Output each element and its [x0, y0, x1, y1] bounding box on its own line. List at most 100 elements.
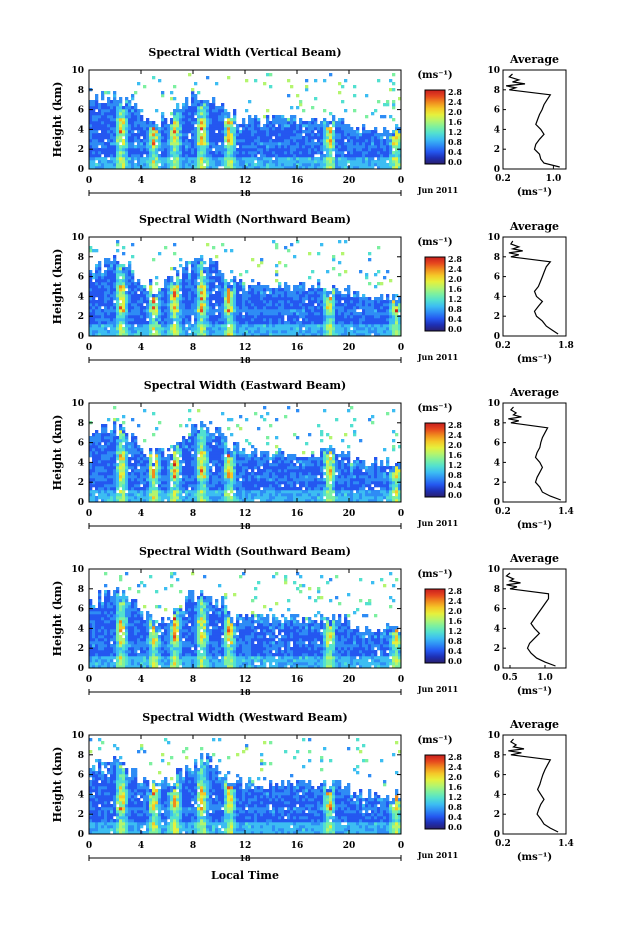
heatmap-cell	[188, 315, 192, 319]
heatmap-cell	[107, 460, 111, 464]
heatmap-cell	[332, 166, 336, 170]
heatmap-cell	[116, 448, 120, 452]
heatmap-cell	[197, 457, 201, 461]
heatmap-cell	[173, 115, 177, 119]
heatmap-cell	[134, 442, 138, 446]
heatmap-cell	[119, 442, 123, 446]
heatmap-cell	[299, 157, 303, 161]
heatmap-cell	[131, 255, 135, 259]
heatmap-cell	[110, 166, 114, 170]
heatmap-cell	[203, 445, 207, 449]
heatmap-cell	[170, 315, 174, 319]
heatmap-cell	[383, 145, 387, 149]
heatmap-cell	[167, 469, 171, 473]
heatmap-cell	[251, 312, 255, 316]
heatmap-cell	[173, 303, 177, 307]
heatmap-cell	[176, 115, 180, 119]
heatmap-cell	[95, 133, 99, 137]
heatmap-cell	[203, 112, 207, 116]
heatmap-cell	[221, 121, 225, 125]
heatmap-cell	[293, 327, 297, 331]
heatmap-cell	[227, 127, 231, 131]
heatmap-cell	[341, 318, 345, 322]
heatmap-cell	[203, 433, 207, 437]
heatmap-cell	[221, 442, 225, 446]
heatmap-cell	[194, 163, 198, 167]
heatmap-cell	[275, 133, 279, 137]
heatmap-cell	[317, 133, 321, 137]
heatmap-cell	[269, 330, 273, 334]
heatmap-cell	[188, 279, 192, 283]
heatmap-cell	[116, 454, 120, 458]
heatmap-cell	[332, 306, 336, 310]
heatmap-cell	[359, 166, 363, 170]
heatmap-cell	[200, 276, 204, 280]
heatmap-cell	[95, 327, 99, 331]
heatmap-cell	[107, 315, 111, 319]
heatmap-cell	[344, 297, 348, 301]
heatmap-cell	[269, 124, 273, 128]
y-tick-label: 0	[78, 332, 84, 342]
heatmap-cell	[137, 160, 141, 164]
heatmap-cell	[125, 493, 129, 497]
heatmap-cell	[278, 115, 282, 119]
heatmap-cell	[206, 166, 210, 170]
heatmap-cell	[221, 475, 225, 479]
heatmap-cell	[110, 142, 114, 146]
heatmap-cell	[215, 255, 219, 259]
heatmap-cell	[200, 445, 204, 449]
heatmap-cell	[251, 330, 255, 334]
heatmap-cell	[296, 142, 300, 146]
heatmap-cell	[257, 291, 261, 295]
heatmap-cell	[92, 297, 96, 301]
heatmap-cell	[149, 475, 153, 479]
heatmap-cell	[293, 306, 297, 310]
heatmap-cell	[320, 166, 324, 170]
heatmap-cell	[101, 106, 105, 110]
heatmap-cell	[323, 148, 327, 152]
heatmap-cell	[272, 163, 276, 167]
heatmap-cell	[113, 103, 117, 107]
heatmap-cell	[275, 154, 279, 158]
heatmap-cell	[311, 151, 315, 155]
heatmap-cell	[95, 439, 99, 443]
heatmap-cell	[302, 157, 306, 161]
heatmap-cell	[383, 154, 387, 158]
heatmap-cell	[188, 118, 192, 122]
heatmap-cell	[209, 276, 213, 280]
heatmap-cell	[134, 448, 138, 452]
heatmap-cell	[218, 430, 222, 434]
heatmap-cell	[320, 324, 324, 328]
heatmap-cell	[383, 139, 387, 143]
heatmap-cell	[92, 166, 96, 170]
heatmap-cell	[98, 264, 102, 268]
heatmap-cell	[218, 436, 222, 440]
heatmap-cell	[149, 136, 153, 140]
heatmap-cell	[131, 273, 135, 277]
heatmap-cell	[212, 448, 216, 452]
heatmap-cell	[149, 282, 153, 286]
heatmap-cell	[308, 330, 312, 334]
heatmap-cell	[116, 127, 120, 131]
heatmap-cell	[116, 306, 120, 310]
heatmap-cell	[197, 496, 201, 500]
heatmap-cell	[197, 333, 201, 337]
heatmap-cell	[107, 145, 111, 149]
heatmap-cell	[299, 327, 303, 331]
heatmap-cell	[338, 294, 342, 298]
heatmap-cell	[101, 327, 105, 331]
heatmap-cell	[356, 157, 360, 161]
heatmap-cell	[359, 270, 363, 274]
heatmap-cell	[179, 163, 183, 167]
heatmap-cell	[353, 136, 357, 140]
heatmap-cell	[206, 484, 210, 488]
heatmap-cell	[254, 118, 258, 122]
avg-x-tick-label: 0.2	[495, 174, 511, 184]
heatmap-cell	[164, 127, 168, 131]
heatmap-cell	[251, 318, 255, 322]
heatmap-cell	[107, 154, 111, 158]
heatmap-cell	[104, 472, 108, 476]
heatmap-cell	[164, 136, 168, 140]
heatmap-cell	[335, 309, 339, 313]
heatmap-cell	[143, 124, 147, 128]
